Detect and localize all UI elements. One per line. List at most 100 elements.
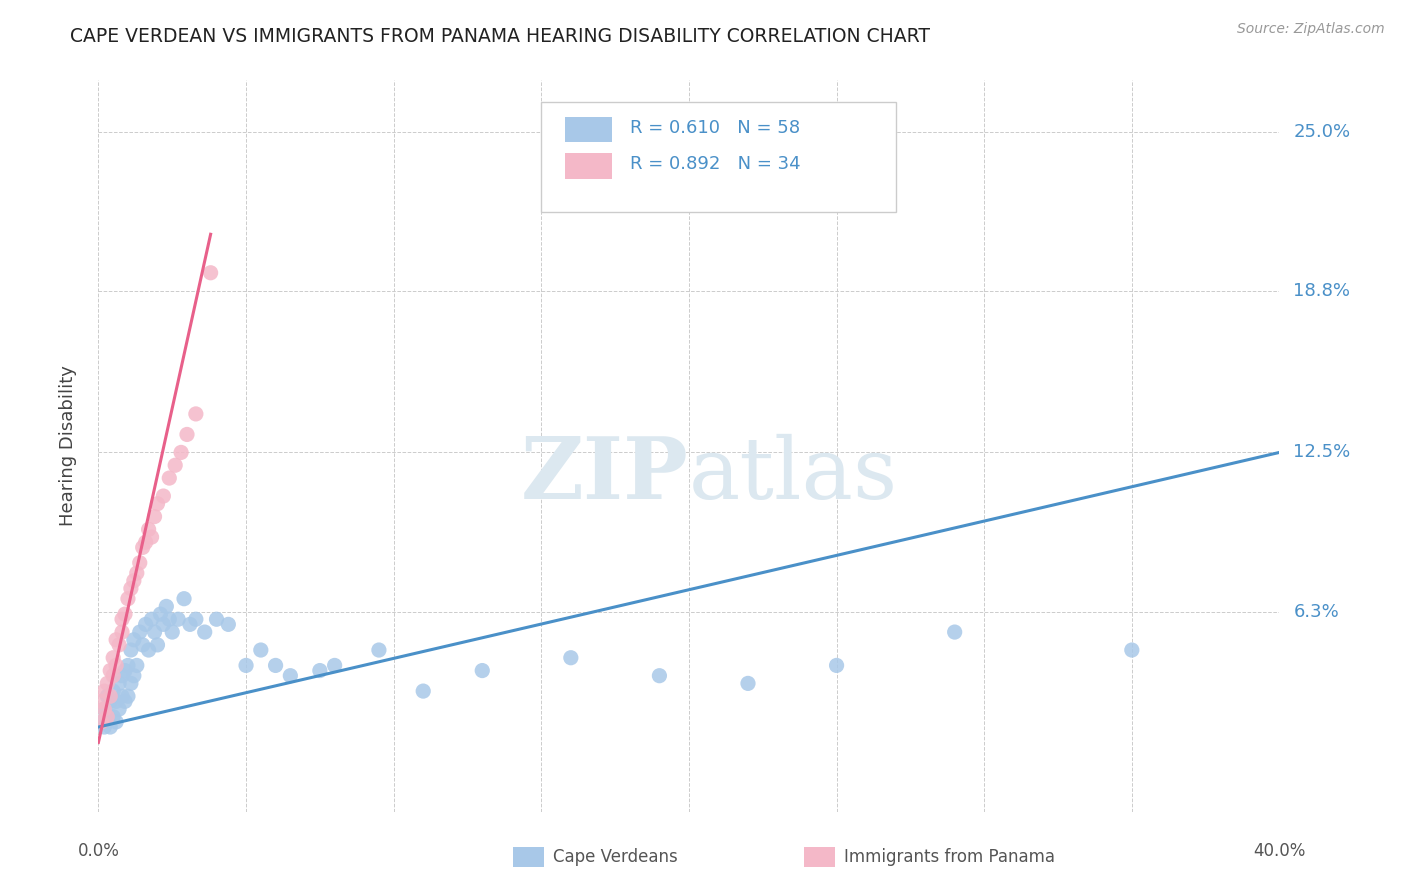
- Point: [90, 694, 112, 708]
- Point: [170, 445, 193, 459]
- Point: [250, 643, 273, 657]
- Point: [93, 720, 115, 734]
- Point: [737, 676, 759, 690]
- Point: [141, 530, 163, 544]
- Point: [111, 690, 134, 704]
- Point: [103, 684, 125, 698]
- Point: [128, 625, 150, 640]
- Point: [173, 591, 195, 606]
- Point: [135, 617, 157, 632]
- Point: [184, 407, 207, 421]
- Point: [114, 694, 136, 708]
- Point: [105, 694, 128, 708]
- Point: [157, 612, 180, 626]
- Point: [108, 638, 131, 652]
- Point: [152, 617, 174, 632]
- Text: R = 0.610   N = 58: R = 0.610 N = 58: [630, 119, 800, 136]
- Point: [125, 566, 148, 580]
- Point: [132, 638, 155, 652]
- Point: [165, 458, 187, 473]
- Point: [120, 643, 142, 657]
- Point: [648, 669, 671, 683]
- Point: [167, 612, 190, 626]
- FancyBboxPatch shape: [565, 117, 612, 143]
- Point: [205, 612, 228, 626]
- Point: [1121, 643, 1143, 657]
- Point: [184, 612, 207, 626]
- Point: [157, 471, 180, 485]
- Text: Immigrants from Panama: Immigrants from Panama: [844, 848, 1054, 866]
- Point: [105, 632, 128, 647]
- FancyBboxPatch shape: [565, 153, 612, 179]
- Point: [412, 684, 434, 698]
- Text: Source: ZipAtlas.com: Source: ZipAtlas.com: [1237, 22, 1385, 37]
- Point: [122, 632, 145, 647]
- Text: CAPE VERDEAN VS IMMIGRANTS FROM PANAMA HEARING DISABILITY CORRELATION CHART: CAPE VERDEAN VS IMMIGRANTS FROM PANAMA H…: [70, 27, 931, 45]
- Point: [98, 690, 121, 704]
- Point: [179, 617, 201, 632]
- Point: [93, 702, 115, 716]
- Point: [120, 582, 142, 596]
- Point: [943, 625, 966, 640]
- Point: [103, 669, 125, 683]
- Point: [143, 625, 166, 640]
- Point: [128, 556, 150, 570]
- Point: [132, 541, 155, 555]
- Point: [146, 497, 169, 511]
- Text: 18.8%: 18.8%: [1294, 282, 1350, 300]
- Point: [122, 669, 145, 683]
- Point: [217, 617, 239, 632]
- Point: [176, 427, 198, 442]
- Point: [105, 714, 128, 729]
- Point: [117, 591, 139, 606]
- Point: [200, 266, 222, 280]
- Point: [103, 650, 125, 665]
- Point: [117, 658, 139, 673]
- Point: [560, 650, 582, 665]
- Point: [825, 658, 848, 673]
- Text: 40.0%: 40.0%: [1253, 842, 1306, 860]
- Text: 6.3%: 6.3%: [1294, 602, 1339, 621]
- Point: [122, 574, 145, 588]
- FancyBboxPatch shape: [541, 103, 896, 212]
- Point: [117, 690, 139, 704]
- Point: [96, 710, 118, 724]
- Point: [90, 714, 112, 729]
- Text: atlas: atlas: [689, 434, 898, 516]
- Y-axis label: Hearing Disability: Hearing Disability: [59, 366, 77, 526]
- Point: [152, 489, 174, 503]
- Point: [471, 664, 494, 678]
- Point: [323, 658, 346, 673]
- Point: [96, 710, 118, 724]
- Point: [146, 638, 169, 652]
- Point: [93, 684, 115, 698]
- Point: [280, 669, 302, 683]
- Point: [108, 702, 131, 716]
- Point: [143, 509, 166, 524]
- Point: [93, 702, 115, 716]
- Point: [135, 535, 157, 549]
- Point: [108, 676, 131, 690]
- Point: [162, 625, 183, 640]
- Point: [194, 625, 217, 640]
- Point: [264, 658, 287, 673]
- Text: ZIP: ZIP: [522, 434, 689, 517]
- Point: [125, 658, 148, 673]
- Point: [111, 612, 134, 626]
- Point: [103, 710, 125, 724]
- Text: 12.5%: 12.5%: [1294, 443, 1351, 461]
- Point: [120, 676, 142, 690]
- Point: [111, 669, 134, 683]
- Point: [111, 625, 134, 640]
- Point: [368, 643, 391, 657]
- Point: [105, 658, 128, 673]
- Point: [114, 664, 136, 678]
- Point: [90, 714, 112, 729]
- Text: 0.0%: 0.0%: [77, 842, 120, 860]
- Point: [96, 690, 118, 704]
- Point: [96, 676, 118, 690]
- Point: [98, 694, 121, 708]
- Point: [235, 658, 257, 673]
- Point: [141, 612, 163, 626]
- Point: [309, 664, 332, 678]
